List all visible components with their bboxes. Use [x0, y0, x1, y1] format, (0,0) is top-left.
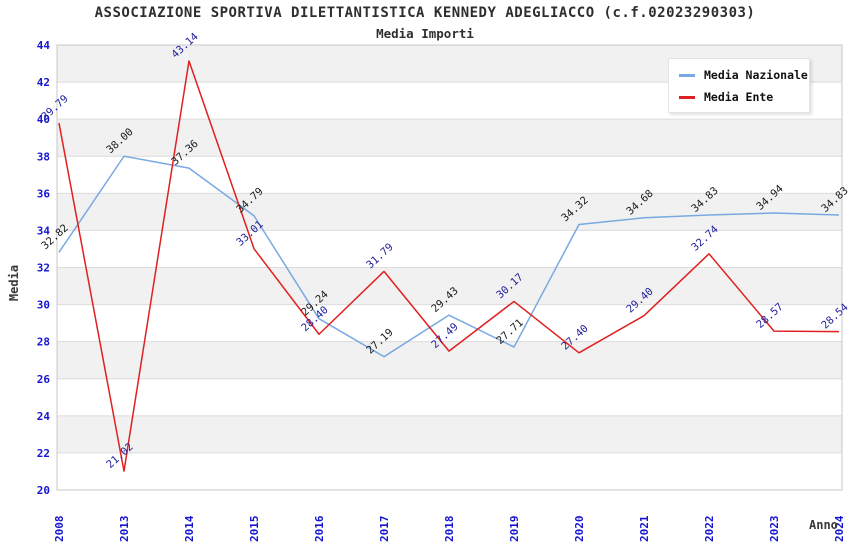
series-line [58, 60, 840, 472]
plot-band [57, 267, 842, 305]
x-tick-label: 2024 [833, 515, 846, 542]
y-axis-title: Media [7, 264, 21, 302]
y-tick-label: 20 [37, 484, 50, 497]
plot-band [57, 415, 842, 453]
legend-item-media-ente: Media Ente [679, 90, 799, 104]
plot-band [57, 119, 842, 157]
series-line [58, 155, 840, 358]
chart-title: ASSOCIAZIONE SPORTIVA DILETTANTISTICA KE… [94, 5, 756, 21]
chart-subtitle: Media Importi [376, 26, 474, 41]
plot-band [57, 378, 842, 416]
y-tick-label: 38 [37, 150, 50, 163]
plot-band [57, 193, 842, 231]
x-tick-label: 2014 [183, 515, 196, 542]
y-tick-label: 36 [37, 187, 51, 200]
y-tick-label: 24 [37, 410, 51, 423]
y-tick-label: 28 [37, 336, 50, 349]
legend-label-ente: Media Ente [704, 90, 774, 104]
plot-band [57, 304, 842, 342]
plot-band [57, 230, 842, 268]
x-tick-label: 2019 [508, 516, 521, 543]
y-tick-label: 22 [37, 447, 50, 460]
x-tick-label: 2018 [443, 516, 456, 543]
plot-border [56, 44, 843, 491]
x-tick-label: 2017 [378, 516, 391, 543]
plot-band [57, 156, 842, 194]
plot-band [57, 341, 842, 379]
x-tick-label: 2021 [638, 515, 651, 542]
legend-label-nazionale: Media Nazionale [704, 68, 808, 82]
x-tick-label: 2020 [573, 516, 586, 543]
legend-item-media-nazionale: Media Nazionale [679, 68, 808, 82]
x-tick-label: 2023 [768, 516, 781, 543]
y-tick-label: 40 [37, 113, 50, 126]
x-tick-label: 2015 [248, 516, 261, 543]
y-tick-label: 32 [37, 262, 50, 275]
legend-swatch-ente [679, 95, 695, 99]
y-tick-label: 26 [37, 373, 51, 386]
x-tick-label: 2013 [118, 516, 131, 543]
legend: Media Nazionale Media Ente [668, 58, 810, 113]
plot-band [57, 452, 842, 490]
y-tick-label: 34 [37, 224, 51, 237]
y-tick-label: 42 [37, 76, 50, 89]
x-tick-label: 2008 [53, 516, 66, 543]
x-tick-label: 2016 [313, 515, 326, 542]
legend-swatch-nazionale [679, 73, 695, 77]
x-tick-label: 2022 [703, 516, 716, 543]
y-tick-label: 44 [37, 39, 51, 52]
x-axis-title: Anno [809, 518, 838, 532]
y-tick-label: 30 [37, 299, 50, 312]
